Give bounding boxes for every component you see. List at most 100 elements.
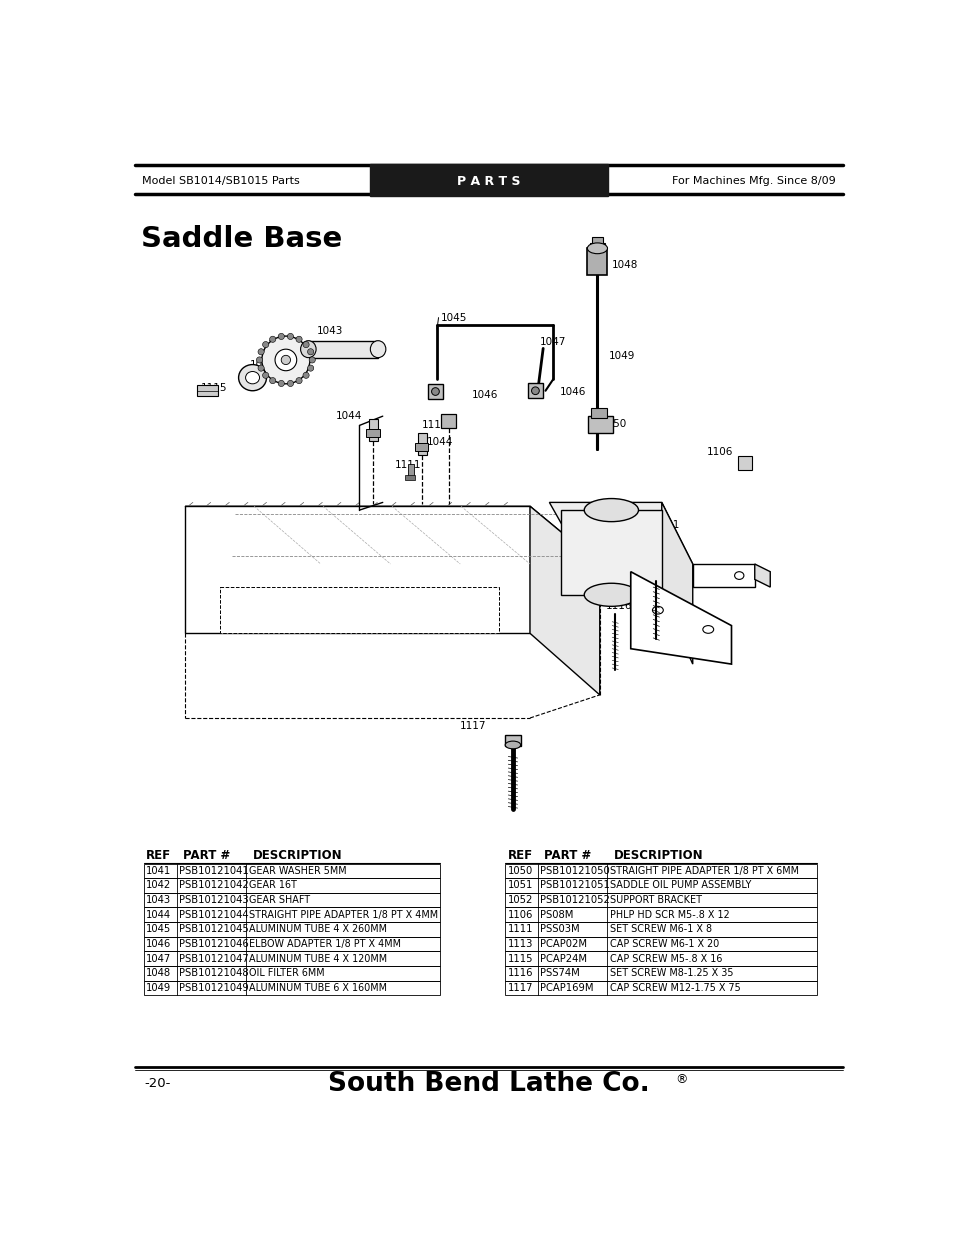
Text: 1051: 1051	[654, 520, 679, 531]
Ellipse shape	[257, 348, 264, 354]
Ellipse shape	[261, 336, 310, 384]
Text: ALUMINUM TUBE 6 X 160MM: ALUMINUM TUBE 6 X 160MM	[249, 983, 386, 993]
Ellipse shape	[583, 499, 638, 521]
Text: GEAR SHAFT: GEAR SHAFT	[249, 895, 310, 905]
Ellipse shape	[262, 372, 269, 378]
Bar	[365, 430, 379, 437]
Text: STRAIGHT PIPE ADAPTER 1/8 PT X 4MM: STRAIGHT PIPE ADAPTER 1/8 PT X 4MM	[249, 910, 437, 920]
Text: SUPPORT BRACKET: SUPPORT BRACKET	[609, 895, 701, 905]
Polygon shape	[220, 587, 498, 634]
Bar	[144, 878, 439, 893]
Text: 1047: 1047	[539, 337, 566, 347]
Text: 1113: 1113	[507, 939, 533, 948]
Bar	[505, 966, 816, 981]
Ellipse shape	[587, 243, 607, 253]
Text: Saddle Base: Saddle Base	[141, 225, 342, 253]
Text: PSB10121042: PSB10121042	[179, 881, 249, 890]
Ellipse shape	[245, 372, 259, 384]
Text: 1041: 1041	[249, 361, 275, 370]
Ellipse shape	[652, 606, 662, 614]
Text: 1046: 1046	[472, 389, 497, 400]
Bar	[144, 981, 439, 995]
Text: 1116: 1116	[605, 600, 632, 610]
Ellipse shape	[295, 378, 302, 384]
Bar	[505, 878, 816, 893]
Text: SET SCREW M6-1 X 8: SET SCREW M6-1 X 8	[609, 924, 711, 935]
Text: 1043: 1043	[146, 895, 172, 905]
Bar	[505, 863, 816, 878]
Ellipse shape	[431, 388, 439, 395]
Bar	[737, 456, 751, 471]
Text: P A R T S: P A R T S	[456, 175, 520, 188]
Bar	[405, 475, 415, 480]
Bar	[196, 385, 218, 396]
Text: PSS74M: PSS74M	[539, 968, 579, 978]
Text: 1049: 1049	[608, 351, 635, 361]
Text: PCAP169M: PCAP169M	[539, 983, 593, 993]
Bar	[527, 383, 542, 399]
Bar	[308, 341, 377, 358]
Text: 1050: 1050	[507, 866, 532, 876]
Text: DESCRIPTION: DESCRIPTION	[253, 850, 342, 862]
Polygon shape	[692, 564, 754, 587]
Text: 1046: 1046	[559, 388, 586, 398]
Text: CAP SCREW M12-1.75 X 75: CAP SCREW M12-1.75 X 75	[609, 983, 740, 993]
Ellipse shape	[370, 341, 385, 358]
Text: PSB10121043: PSB10121043	[179, 895, 249, 905]
Text: South Bend Lathe Co.: South Bend Lathe Co.	[328, 1071, 649, 1097]
Text: PS08M: PS08M	[539, 910, 573, 920]
Text: 1050: 1050	[600, 419, 627, 429]
Text: 1044: 1044	[335, 411, 362, 421]
Text: 1045: 1045	[146, 924, 172, 935]
Text: 1049: 1049	[146, 983, 172, 993]
Text: ELBOW ADAPTER 1/8 PT X 4MM: ELBOW ADAPTER 1/8 PT X 4MM	[249, 939, 400, 948]
Text: 1115: 1115	[507, 953, 533, 963]
Text: CAP SCREW M5-.8 X 16: CAP SCREW M5-.8 X 16	[609, 953, 721, 963]
Bar	[440, 414, 456, 427]
Text: 1051: 1051	[507, 881, 533, 890]
Text: PSB10121047: PSB10121047	[179, 953, 249, 963]
Bar	[505, 735, 520, 746]
Text: PSB10121049: PSB10121049	[179, 983, 249, 993]
Text: For Machines Mfg. Since 8/09: For Machines Mfg. Since 8/09	[671, 177, 835, 186]
Ellipse shape	[287, 380, 294, 387]
Text: GEAR 16T: GEAR 16T	[249, 881, 296, 890]
Text: PSB10121050: PSB10121050	[539, 866, 609, 876]
Text: PART #: PART #	[183, 850, 230, 862]
Ellipse shape	[303, 372, 309, 378]
Text: 1046: 1046	[146, 939, 172, 948]
Ellipse shape	[307, 366, 314, 372]
Text: STRAIGHT PIPE ADAPTER 1/8 PT X 6MM: STRAIGHT PIPE ADAPTER 1/8 PT X 6MM	[609, 866, 798, 876]
Ellipse shape	[270, 378, 275, 384]
Polygon shape	[185, 506, 530, 634]
Ellipse shape	[307, 348, 314, 354]
Text: PSS03M: PSS03M	[539, 924, 579, 935]
Bar	[587, 248, 607, 275]
Text: PHLP HD SCR M5-.8 X 12: PHLP HD SCR M5-.8 X 12	[609, 910, 729, 920]
Ellipse shape	[309, 357, 315, 363]
Bar	[587, 416, 612, 433]
Text: 1113: 1113	[421, 420, 448, 431]
Bar	[144, 923, 439, 936]
Ellipse shape	[270, 336, 275, 342]
Text: REF: REF	[507, 850, 532, 862]
Ellipse shape	[257, 366, 264, 372]
Polygon shape	[549, 503, 692, 564]
Text: 1106: 1106	[507, 910, 533, 920]
Polygon shape	[630, 572, 731, 664]
Ellipse shape	[238, 364, 266, 390]
Text: 1044: 1044	[146, 910, 172, 920]
Ellipse shape	[702, 626, 713, 634]
Text: 1047: 1047	[146, 953, 172, 963]
Ellipse shape	[281, 356, 291, 364]
Text: ®: ®	[675, 1073, 687, 1087]
Ellipse shape	[274, 350, 296, 370]
Text: SET SCREW M8-1.25 X 35: SET SCREW M8-1.25 X 35	[609, 968, 733, 978]
Text: PCAP24M: PCAP24M	[539, 953, 586, 963]
Text: PCAP02M: PCAP02M	[539, 939, 586, 948]
Text: -20-: -20-	[144, 1077, 171, 1091]
Ellipse shape	[262, 342, 269, 348]
Ellipse shape	[278, 380, 284, 387]
Ellipse shape	[300, 341, 315, 358]
Text: CAP SCREW M6-1 X 20: CAP SCREW M6-1 X 20	[609, 939, 719, 948]
